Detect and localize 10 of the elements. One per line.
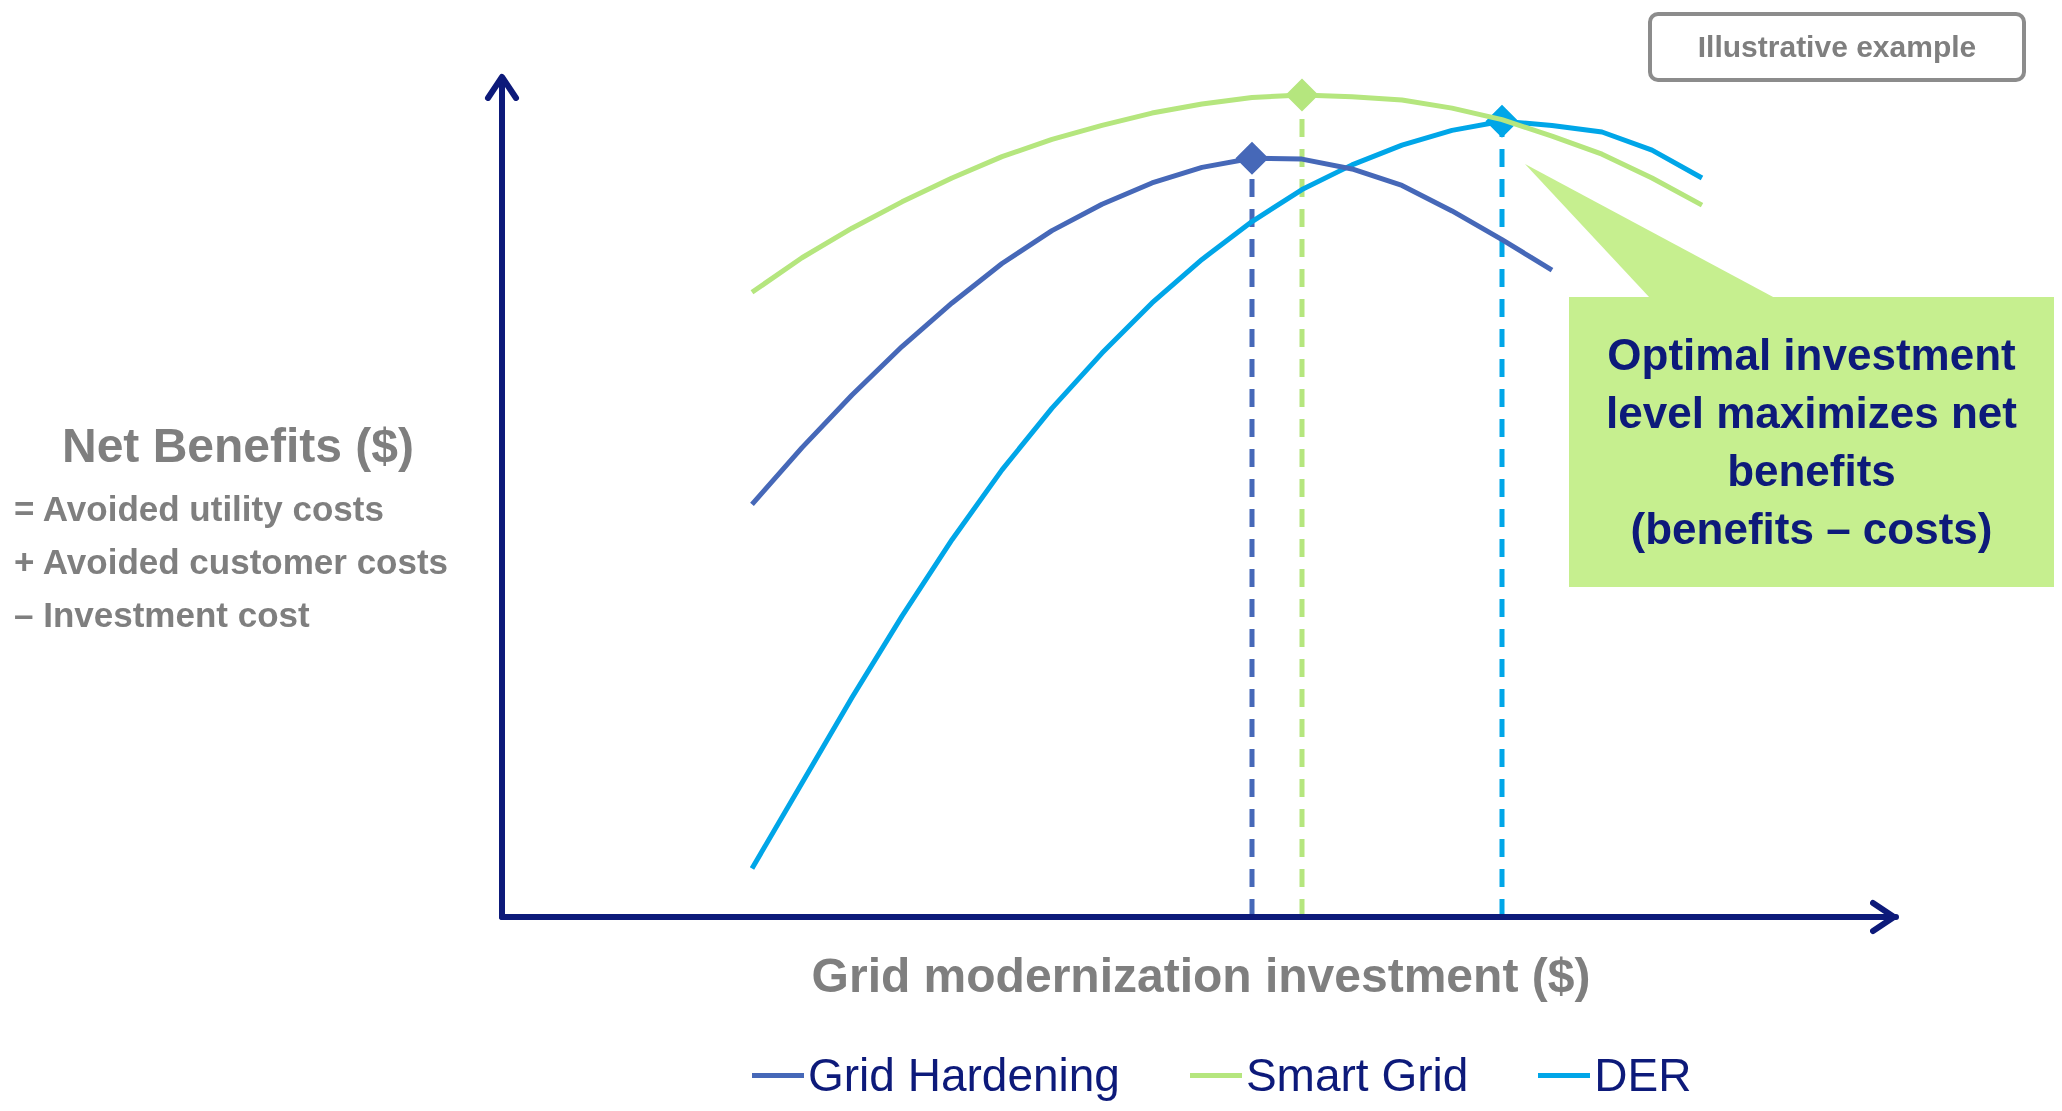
legend-label: DER [1594,1048,1692,1102]
text: + Avoided customer costs [14,541,449,583]
annotation: Optimal investment level maximizes net benefits (benefits – costs) [1569,297,2054,587]
legend-label: Smart Grid [1245,1048,1469,1102]
x-axis-title: Grid modernization investment ($) [810,948,1592,1003]
text: Illustrative example [1648,12,2026,82]
text: = Avoided utility costs [14,488,385,530]
legend-label: Grid Hardening [808,1048,1120,1102]
y-axis-title: Net Benefits ($) [60,418,416,473]
text: – Investment cost [14,594,311,636]
